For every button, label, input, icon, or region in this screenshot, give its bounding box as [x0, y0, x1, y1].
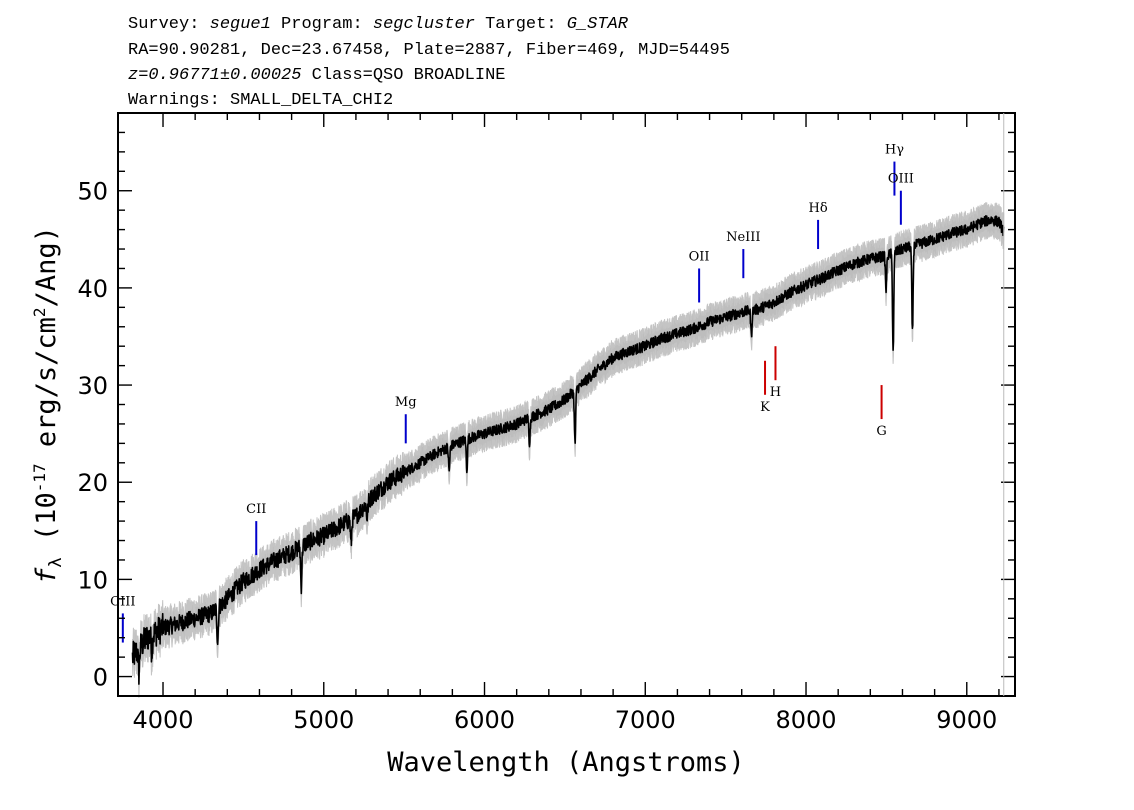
y-tick-label: 10 — [77, 566, 108, 594]
x-axis-label: Wavelength (Angstroms) — [387, 747, 745, 778]
x-tick-label: 5000 — [293, 706, 354, 734]
x-tick-label: 6000 — [454, 706, 515, 734]
y-tick-label: 40 — [77, 275, 108, 303]
axis-ticks — [118, 113, 1015, 696]
header-line-4: Warnings: SMALL_DELTA_CHI2 — [128, 91, 393, 110]
y-tick-label: 0 — [93, 664, 108, 692]
marker-label-Mg: Mg — [395, 395, 417, 410]
x-tick-label: 7000 — [615, 706, 676, 734]
line-markers: CIII CII Mg OII NeIII Hδ Hγ OIII KH G — [110, 143, 914, 643]
marker-label-OII: OII — [689, 249, 710, 264]
y-tick-label: 30 — [77, 372, 108, 400]
marker-label-Hγ: Hγ — [885, 143, 904, 158]
x-tick-label: 9000 — [936, 706, 997, 734]
marker-label-CIII: CIII — [110, 594, 135, 609]
header-line-1: Survey: segue1 Program: segcluster Targe… — [128, 15, 629, 34]
y-tick-label: 50 — [77, 178, 108, 206]
x-tick-label: 8000 — [775, 706, 836, 734]
marker-label-CII: CII — [246, 502, 266, 517]
error-band — [132, 202, 1005, 698]
marker-label-H: H — [770, 385, 781, 400]
marker-label-NeIII: NeIII — [726, 230, 760, 245]
tick-labels: 4000 5000 6000 7000 8000 9000 0 10 20 30 40 50 — [77, 178, 997, 734]
y-tick-label: 20 — [77, 469, 108, 497]
marker-label-OIII: OIII — [888, 172, 914, 187]
marker-label-Hδ: Hδ — [808, 201, 827, 216]
header-line-3: z=0.96771±0.00025 Class=QSO BROADLINE — [128, 66, 505, 85]
header: Survey: segue1 Program: segcluster Targe… — [128, 15, 730, 110]
marker-label-K: K — [760, 400, 770, 415]
header-line-2: RA=90.90281, Dec=23.67458, Plate=2887, F… — [128, 41, 730, 60]
flux-line — [131, 215, 1005, 685]
y-axis-label: fλ (10-17 erg/s/cm2/Ang) — [30, 226, 66, 584]
x-tick-label: 4000 — [132, 706, 193, 734]
marker-label-G: G — [876, 424, 886, 439]
